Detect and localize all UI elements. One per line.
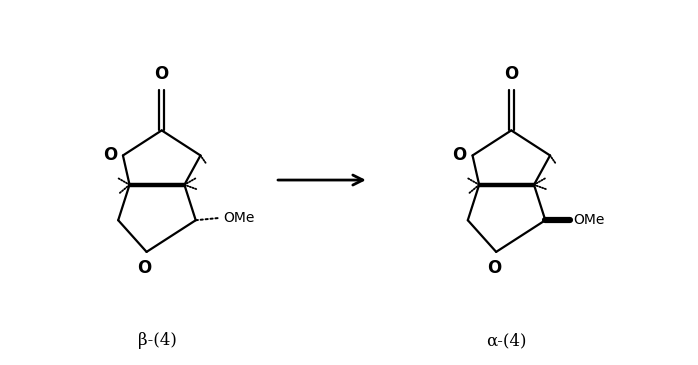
Text: OMe: OMe — [223, 211, 255, 225]
Text: α-(4): α-(4) — [487, 332, 527, 349]
Text: O: O — [452, 146, 467, 165]
Text: O: O — [103, 146, 117, 165]
Text: O: O — [138, 259, 151, 277]
Text: O: O — [154, 65, 169, 83]
Text: β-(4): β-(4) — [138, 332, 177, 349]
Text: O: O — [487, 259, 501, 277]
Text: O: O — [504, 65, 519, 83]
Text: OMe: OMe — [573, 213, 604, 227]
